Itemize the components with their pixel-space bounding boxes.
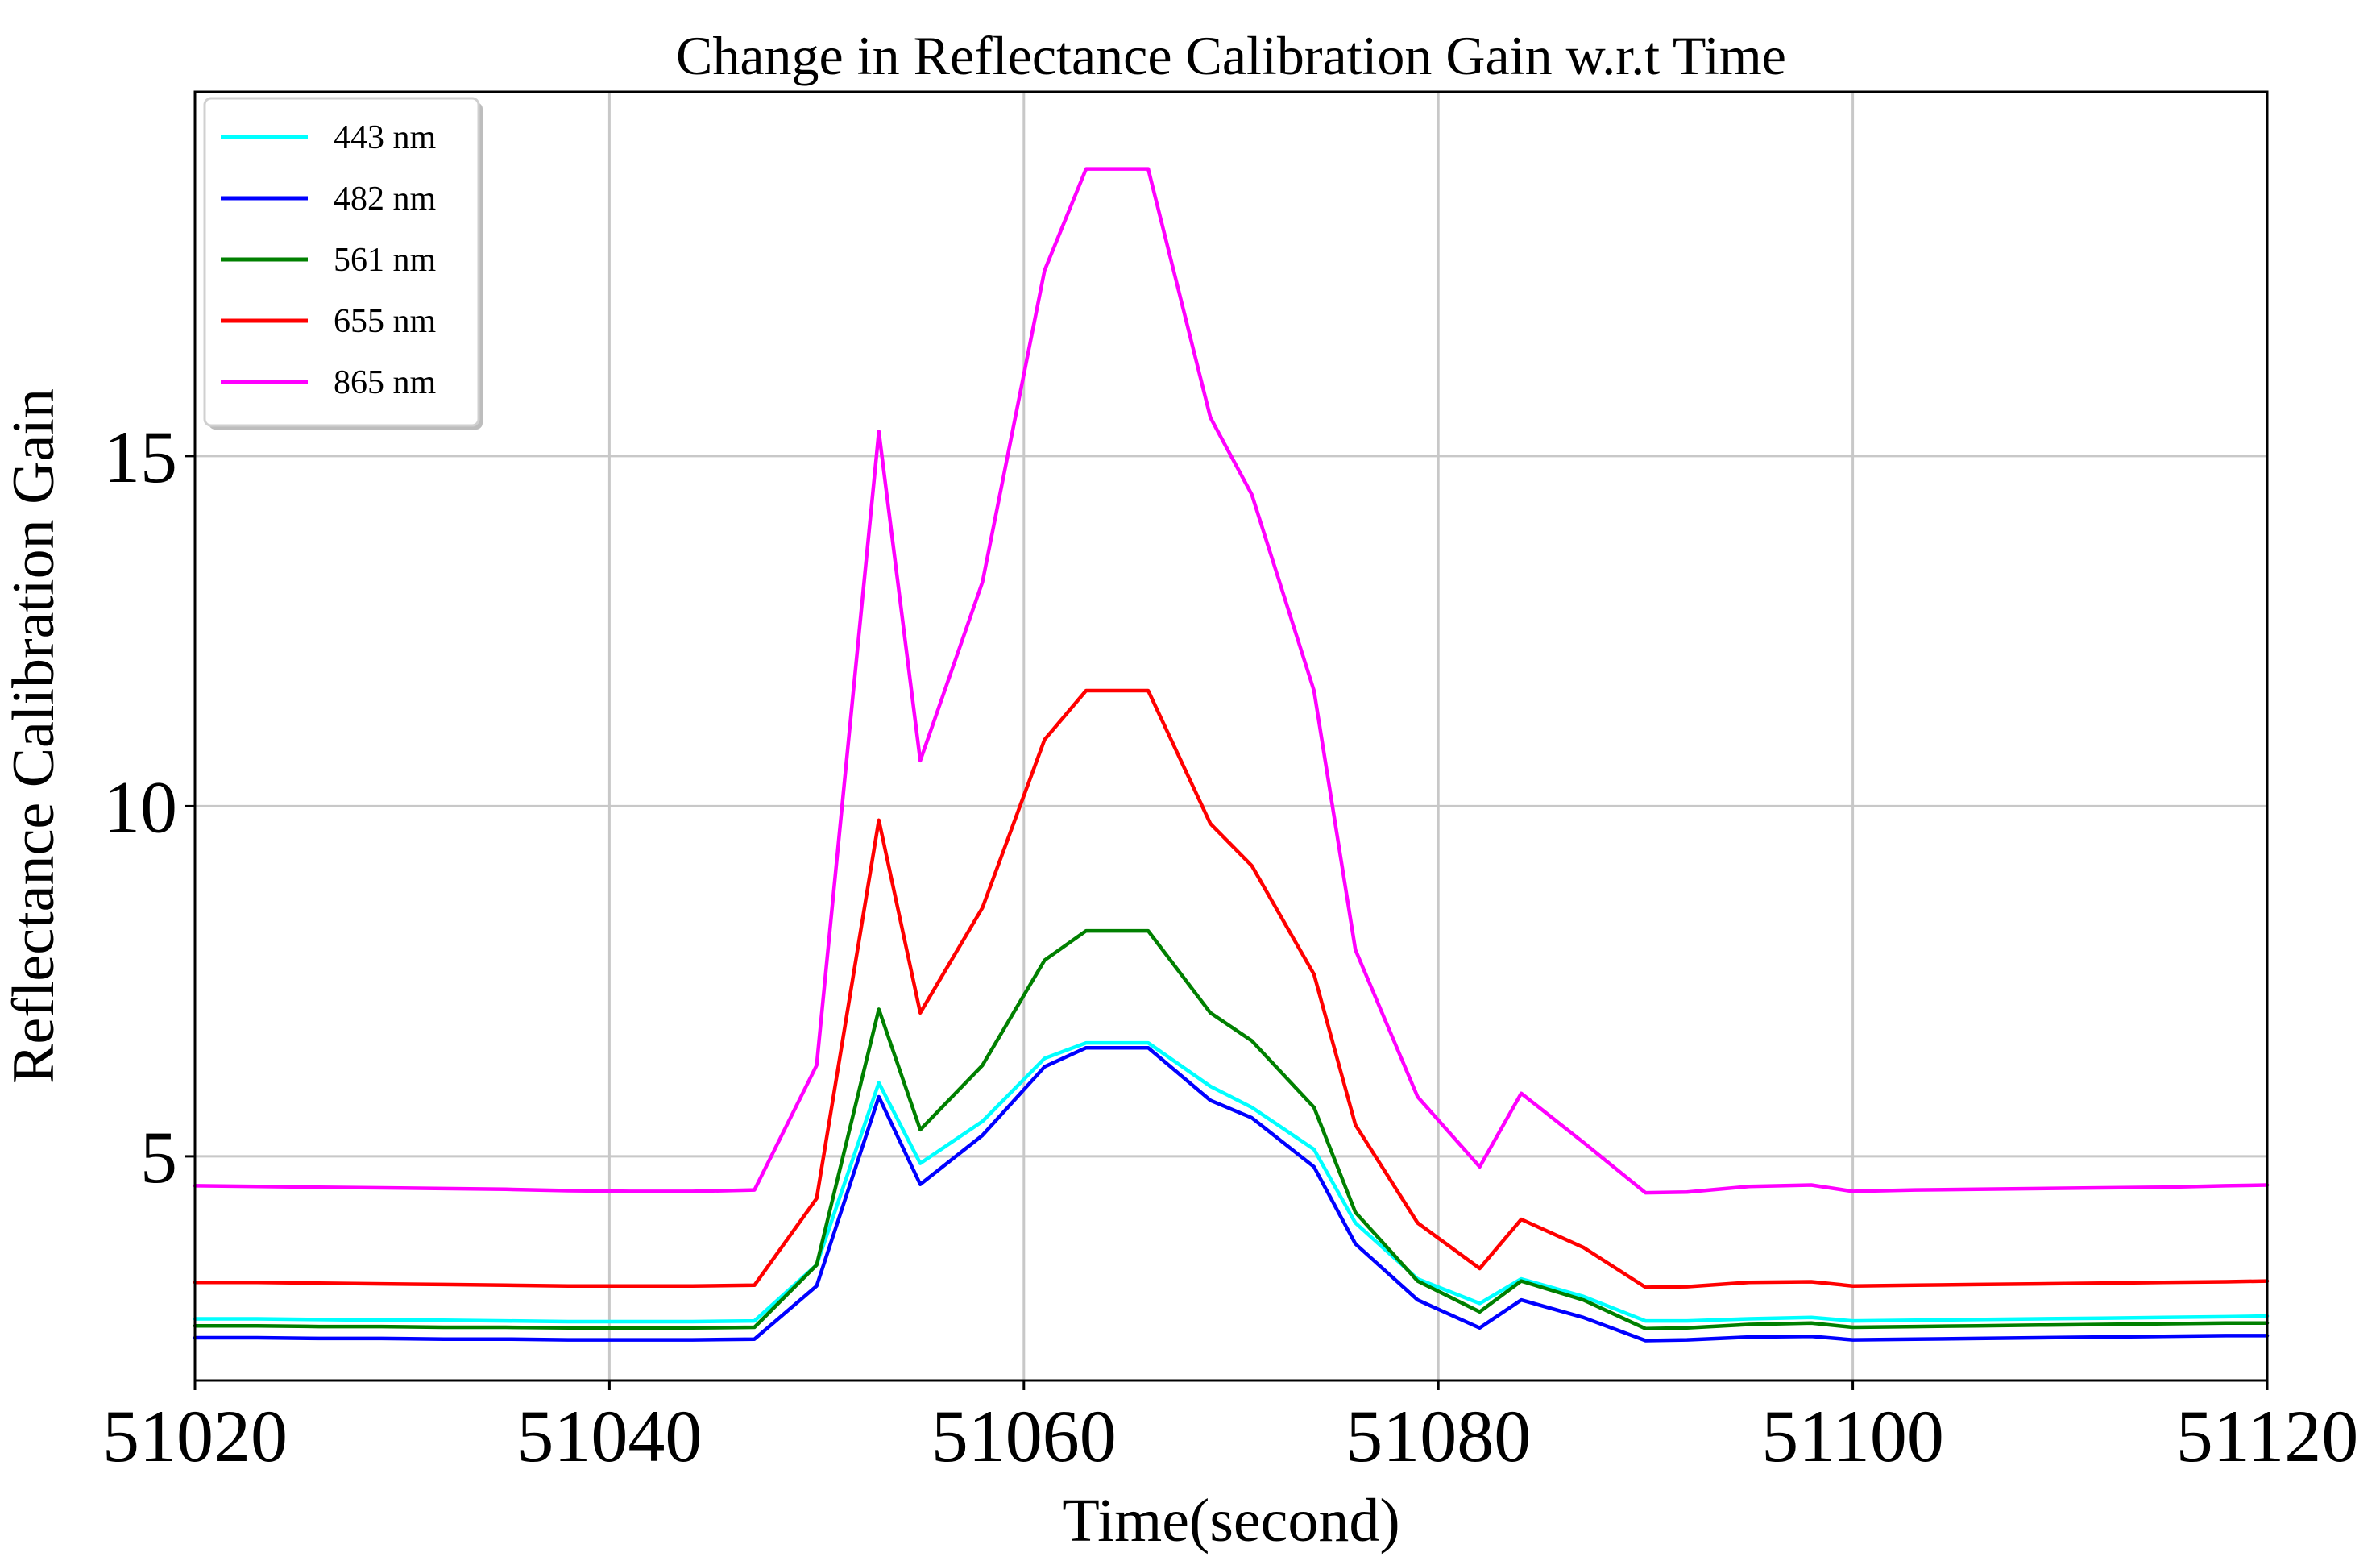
series-line-865-nm [193, 167, 2270, 1195]
x-tick-label: 51120 [2176, 1395, 2359, 1477]
x-tick-label: 51100 [1761, 1395, 1944, 1477]
legend: 443 nm 482 nm 561 nm 655 nm 865 nm [203, 97, 483, 430]
plot-area-frame [193, 90, 2269, 1382]
legend-label: 443 nm [334, 119, 437, 156]
x-axis-label: Time(second) [1062, 1487, 1399, 1555]
x-tick-label: 51040 [516, 1395, 702, 1477]
legend-label: 482 nm [334, 181, 437, 218]
y-tick-label: 10 [103, 766, 177, 848]
x-tick-label: 51080 [1345, 1395, 1531, 1477]
legend-label: 655 nm [334, 303, 437, 340]
y-tick-label: 5 [140, 1116, 177, 1198]
series-line-443-nm [193, 1040, 2270, 1324]
legend-box [203, 97, 480, 427]
series-lines [193, 167, 2270, 1343]
y-tick-label: 15 [103, 416, 177, 498]
series-line-561-nm [193, 928, 2270, 1330]
series-line-482-nm [193, 1045, 2270, 1343]
x-tick-label: 51060 [931, 1395, 1117, 1477]
legend-label: 561 nm [334, 242, 437, 279]
y-axis-label: Reflectance Calibration Gain [1, 388, 67, 1084]
legend-label: 865 nm [334, 364, 437, 401]
series-line-655-nm [193, 688, 2270, 1289]
chart-title: Change in Reflectance Calibration Gain w… [676, 25, 1786, 86]
y-axis-ticks: 5 10 15 [103, 416, 195, 1198]
x-axis-ticks: 51020 51040 51060 51080 51100 51120 [102, 1380, 2358, 1477]
x-tick-label: 51020 [102, 1395, 288, 1477]
